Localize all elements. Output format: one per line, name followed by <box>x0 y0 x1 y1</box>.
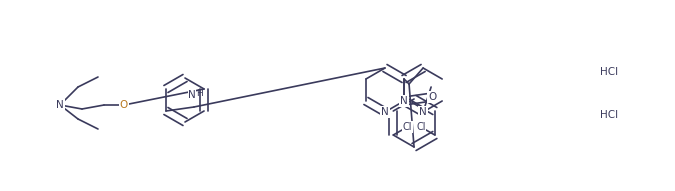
Text: N: N <box>400 96 408 106</box>
Text: H: H <box>196 88 203 97</box>
Text: O: O <box>428 92 436 102</box>
Text: O: O <box>120 100 128 110</box>
Text: HCl: HCl <box>600 67 618 77</box>
Text: Cl: Cl <box>402 122 412 132</box>
Text: N: N <box>419 107 427 117</box>
Text: N: N <box>188 90 196 100</box>
Text: N: N <box>381 107 389 117</box>
Text: N: N <box>56 100 64 110</box>
Text: Cl: Cl <box>416 122 425 132</box>
Text: HCl: HCl <box>600 110 618 120</box>
